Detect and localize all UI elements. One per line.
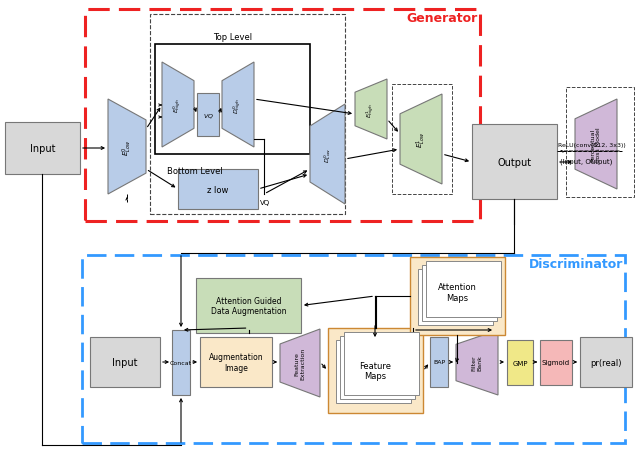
Text: $E^0_{Low}$: $E^0_{Low}$ (120, 139, 134, 155)
Text: $D^0_{high}$: $D^0_{high}$ (232, 97, 244, 113)
Text: $E^1_{Low}$: $E^1_{Low}$ (414, 131, 428, 148)
FancyBboxPatch shape (344, 332, 419, 395)
FancyBboxPatch shape (172, 330, 190, 395)
FancyBboxPatch shape (540, 340, 572, 385)
FancyBboxPatch shape (580, 337, 632, 387)
Text: $D^0_{Low}$: $D^0_{Low}$ (322, 147, 333, 162)
Text: ReLU(conv(512, 3x3)): ReLU(conv(512, 3x3)) (558, 143, 626, 148)
Text: VQ: VQ (260, 200, 270, 206)
Text: GMP: GMP (512, 360, 528, 366)
FancyBboxPatch shape (197, 94, 219, 136)
Polygon shape (108, 100, 146, 195)
Text: Concat: Concat (170, 360, 192, 365)
FancyBboxPatch shape (418, 269, 493, 325)
Polygon shape (456, 330, 498, 395)
Text: $E^0_{high}$: $E^0_{high}$ (172, 98, 184, 113)
FancyBboxPatch shape (426, 262, 501, 317)
Text: BAP: BAP (433, 360, 445, 365)
Text: Filter
Bank: Filter Bank (472, 355, 483, 371)
FancyBboxPatch shape (5, 123, 80, 175)
FancyBboxPatch shape (196, 278, 301, 333)
Text: Attention Guided
Data Augmentation: Attention Guided Data Augmentation (211, 296, 286, 315)
Text: Top Level: Top Level (213, 33, 252, 42)
Text: $E^1_{high}$: $E^1_{high}$ (365, 102, 377, 117)
Text: z low: z low (207, 185, 228, 194)
FancyBboxPatch shape (422, 265, 497, 321)
Text: Bottom Level: Bottom Level (167, 167, 223, 176)
Text: $VQ$: $VQ$ (202, 111, 214, 119)
Text: Feature
Maps: Feature Maps (360, 361, 392, 380)
Text: Attention
Maps: Attention Maps (438, 283, 477, 302)
FancyBboxPatch shape (430, 337, 448, 387)
Text: Input: Input (112, 357, 138, 367)
Text: Perceptual
Loss Model: Perceptual Loss Model (591, 127, 602, 162)
Polygon shape (310, 105, 345, 205)
FancyBboxPatch shape (178, 170, 258, 210)
Text: Feature
Extraction: Feature Extraction (294, 347, 305, 379)
FancyBboxPatch shape (336, 340, 411, 403)
FancyBboxPatch shape (472, 125, 557, 200)
Polygon shape (400, 95, 442, 185)
FancyBboxPatch shape (340, 336, 415, 399)
Text: pr(real): pr(real) (590, 358, 621, 367)
Text: Sigmoid: Sigmoid (542, 360, 570, 366)
Polygon shape (280, 329, 320, 397)
Text: Discriminator: Discriminator (529, 258, 623, 270)
FancyBboxPatch shape (507, 340, 533, 385)
FancyBboxPatch shape (328, 328, 423, 413)
Polygon shape (162, 63, 194, 148)
Polygon shape (575, 100, 617, 190)
Text: Generator: Generator (407, 12, 478, 25)
FancyBboxPatch shape (90, 337, 160, 387)
Text: Input: Input (29, 144, 55, 154)
Polygon shape (355, 80, 387, 140)
FancyBboxPatch shape (200, 337, 272, 387)
Text: Output: Output (497, 157, 532, 167)
Polygon shape (222, 63, 254, 148)
Text: Augmentation
Image: Augmentation Image (209, 353, 263, 372)
Text: (Input, Output): (Input, Output) (560, 158, 612, 165)
FancyBboxPatch shape (410, 258, 505, 335)
